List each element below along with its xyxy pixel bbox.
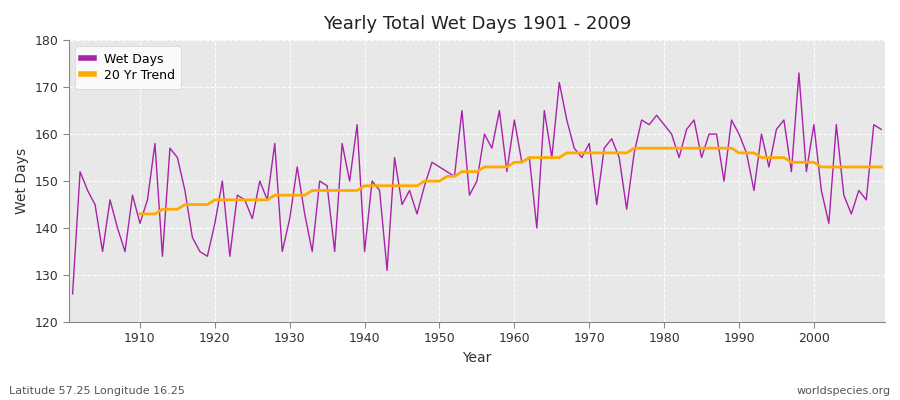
Wet Days xyxy=(876,127,886,132)
20 Yr Trend xyxy=(876,164,886,169)
Wet Days xyxy=(68,292,78,296)
Legend: Wet Days, 20 Yr Trend: Wet Days, 20 Yr Trend xyxy=(75,46,181,89)
20 Yr Trend xyxy=(307,188,318,193)
Wet Days xyxy=(127,193,138,198)
20 Yr Trend xyxy=(517,160,527,165)
Wet Days xyxy=(501,169,512,174)
20 Yr Trend xyxy=(846,164,857,169)
Wet Days xyxy=(509,118,520,122)
20 Yr Trend xyxy=(824,164,834,169)
Text: Latitude 57.25 Longitude 16.25: Latitude 57.25 Longitude 16.25 xyxy=(9,386,184,396)
20 Yr Trend xyxy=(135,212,146,216)
Wet Days xyxy=(794,71,805,76)
Text: worldspecies.org: worldspecies.org xyxy=(796,386,891,396)
20 Yr Trend xyxy=(277,193,288,198)
20 Yr Trend xyxy=(576,150,587,155)
X-axis label: Year: Year xyxy=(463,351,491,365)
Title: Yearly Total Wet Days 1901 - 2009: Yearly Total Wet Days 1901 - 2009 xyxy=(323,15,631,33)
Wet Days xyxy=(292,164,302,169)
Y-axis label: Wet Days: Wet Days xyxy=(15,148,29,214)
20 Yr Trend xyxy=(629,146,640,150)
Line: 20 Yr Trend: 20 Yr Trend xyxy=(140,148,881,214)
Line: Wet Days: Wet Days xyxy=(73,73,881,294)
Wet Days xyxy=(337,141,347,146)
Wet Days xyxy=(598,146,609,150)
